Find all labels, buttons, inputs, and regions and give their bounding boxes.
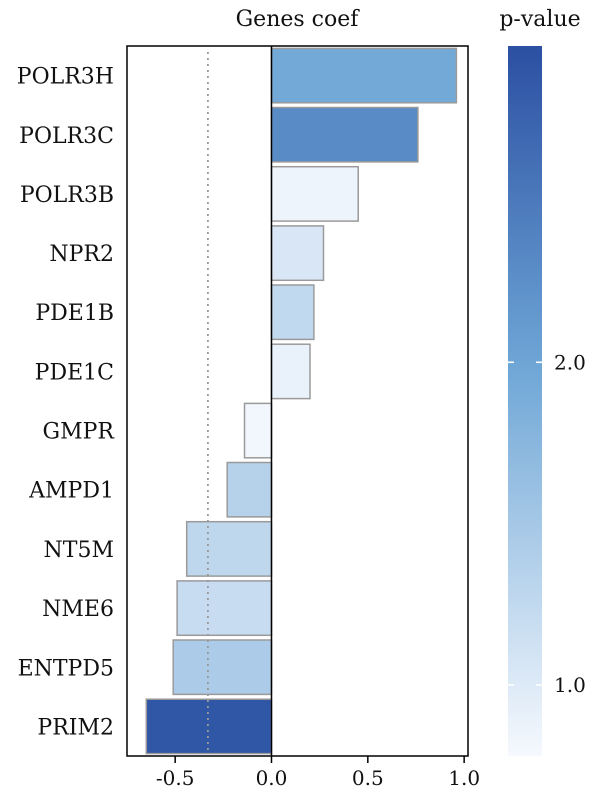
bar-npr2 xyxy=(270,225,325,282)
colorbar-tick-label: 1.0 xyxy=(554,673,586,697)
category-label: PDE1B xyxy=(35,301,114,326)
category-label: ENTPD5 xyxy=(18,656,114,681)
colorbar xyxy=(508,46,542,756)
bar-polr3b xyxy=(270,165,359,222)
x-axis: -0.5 0.0 0.5 1.0 xyxy=(156,756,480,790)
bar-gmpr xyxy=(243,402,273,459)
category-label: NT5M xyxy=(44,538,114,563)
category-label: PDE1C xyxy=(35,360,114,385)
x-tick-label: 0.5 xyxy=(352,766,384,790)
plot-frame xyxy=(126,45,469,757)
chart-title: Genes coef xyxy=(236,7,361,32)
bar-ampd1 xyxy=(226,461,273,518)
bar-polr3c xyxy=(270,106,419,163)
category-label: POLR3H xyxy=(17,65,114,90)
x-tick-label: 0.0 xyxy=(256,766,288,790)
bar-polr3h xyxy=(270,47,458,104)
x-tick-label: -0.5 xyxy=(156,766,195,790)
colorbar-label: p-value xyxy=(499,7,580,32)
bar-entpd5 xyxy=(172,639,273,696)
category-label: NME6 xyxy=(42,597,114,622)
bar-nme6 xyxy=(176,580,273,637)
bar-pde1b xyxy=(270,284,315,341)
category-label: POLR3C xyxy=(19,124,114,149)
colorbar-ticks: 1.0 2.0 xyxy=(508,350,586,697)
bar-prim2 xyxy=(145,698,273,755)
category-label: NPR2 xyxy=(49,242,114,267)
bar-nt5m xyxy=(185,520,273,577)
colorbar-tick-label: 2.0 xyxy=(554,350,586,374)
y-axis-labels: POLR3H POLR3C POLR3B NPR2 PDE1B PDE1C GMPR AMPD… xyxy=(17,65,116,741)
category-label: GMPR xyxy=(43,420,116,445)
category-label: POLR3B xyxy=(20,183,114,208)
plot-area xyxy=(145,46,458,756)
category-label: AMPD1 xyxy=(28,479,114,504)
bar-pde1c xyxy=(270,343,311,400)
x-tick-label: 1.0 xyxy=(448,766,480,790)
category-label: PRIM2 xyxy=(37,715,114,740)
